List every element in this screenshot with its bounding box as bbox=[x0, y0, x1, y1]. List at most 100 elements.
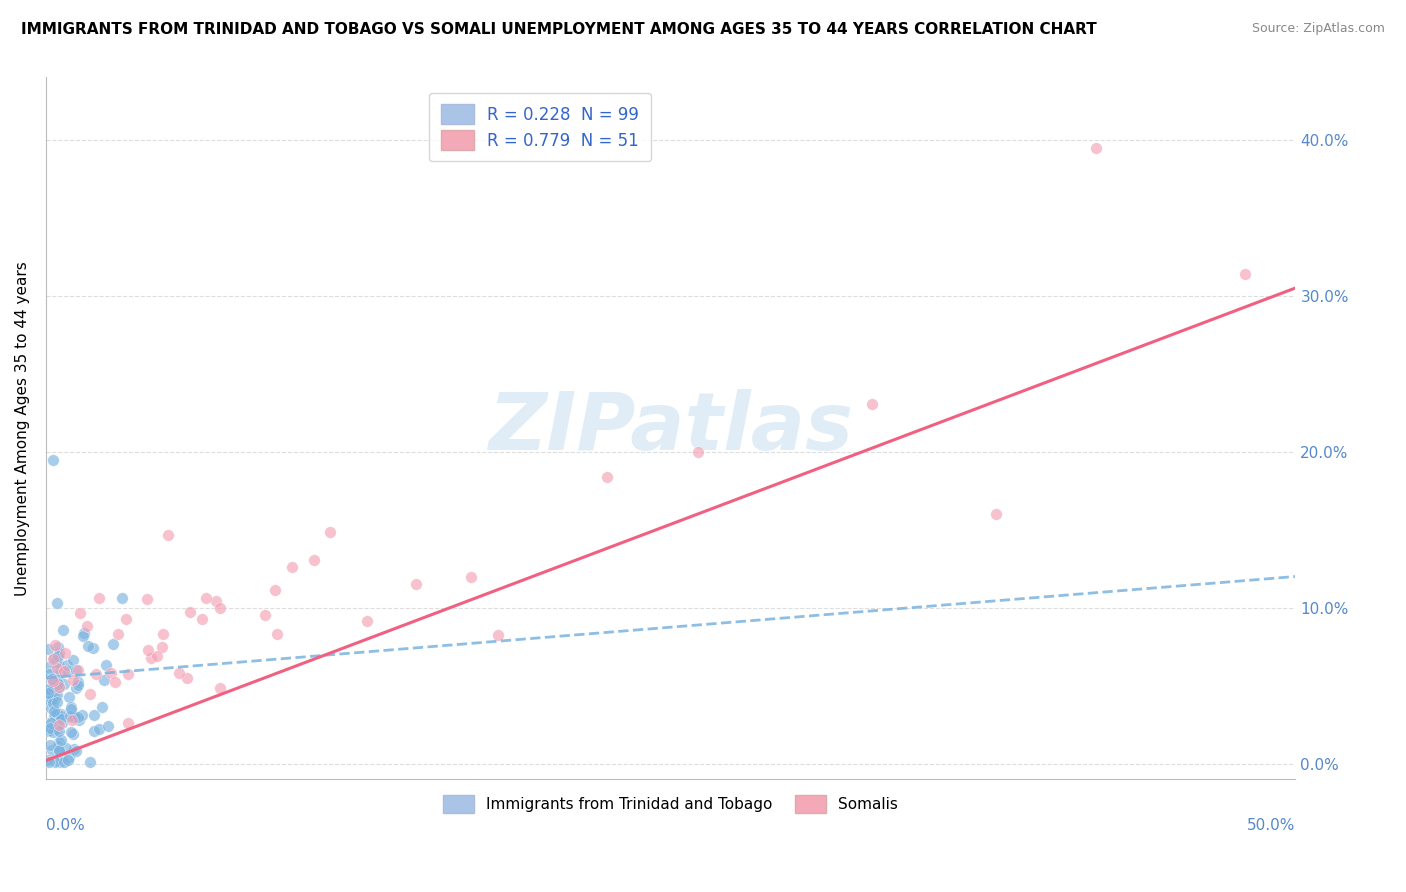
Point bbox=[44, 667, 66, 681]
Point bbox=[49, 732, 72, 747]
Point bbox=[157, 528, 180, 542]
Point bbox=[37, 641, 59, 656]
Point bbox=[45, 661, 67, 675]
Point bbox=[58, 753, 80, 767]
Point bbox=[46, 649, 69, 664]
Point bbox=[208, 681, 231, 696]
Point bbox=[44, 638, 66, 652]
Point bbox=[167, 665, 190, 680]
Point bbox=[176, 671, 198, 685]
Point bbox=[49, 667, 72, 681]
Point bbox=[46, 715, 69, 730]
Y-axis label: Unemployment Among Ages 35 to 44 years: Unemployment Among Ages 35 to 44 years bbox=[15, 261, 30, 596]
Point bbox=[596, 470, 619, 484]
Point bbox=[79, 687, 101, 701]
Point bbox=[115, 612, 138, 626]
Point bbox=[44, 755, 66, 769]
Point bbox=[984, 507, 1007, 521]
Text: 0.0%: 0.0% bbox=[46, 818, 84, 833]
Point bbox=[152, 627, 174, 641]
Point bbox=[39, 738, 62, 752]
Point bbox=[49, 712, 72, 726]
Point bbox=[90, 699, 112, 714]
Point bbox=[79, 755, 101, 769]
Point bbox=[62, 653, 84, 667]
Point bbox=[195, 591, 218, 606]
Point bbox=[65, 663, 87, 677]
Point bbox=[46, 640, 69, 654]
Point bbox=[60, 710, 83, 724]
Point bbox=[76, 639, 98, 653]
Point bbox=[42, 724, 65, 739]
Point bbox=[136, 642, 159, 657]
Point bbox=[39, 683, 62, 698]
Point bbox=[405, 577, 427, 591]
Point bbox=[72, 708, 94, 723]
Point bbox=[58, 690, 80, 705]
Legend: Immigrants from Trinidad and Tobago, Somalis: Immigrants from Trinidad and Tobago, Som… bbox=[436, 788, 905, 821]
Point bbox=[41, 674, 63, 689]
Point bbox=[62, 673, 84, 687]
Point bbox=[38, 755, 60, 769]
Point bbox=[486, 628, 509, 642]
Point bbox=[41, 716, 63, 731]
Point bbox=[204, 594, 226, 608]
Point bbox=[51, 749, 73, 764]
Point bbox=[42, 674, 65, 689]
Point bbox=[37, 689, 59, 703]
Point bbox=[135, 591, 157, 606]
Point bbox=[41, 743, 63, 757]
Point bbox=[117, 716, 139, 731]
Point bbox=[53, 646, 76, 660]
Point bbox=[65, 744, 87, 758]
Point bbox=[39, 700, 62, 714]
Point bbox=[46, 739, 69, 753]
Point bbox=[266, 626, 288, 640]
Point bbox=[82, 641, 104, 656]
Point bbox=[48, 646, 70, 660]
Point bbox=[49, 706, 72, 721]
Point bbox=[45, 695, 67, 709]
Point bbox=[48, 680, 70, 694]
Point bbox=[51, 715, 73, 730]
Point bbox=[69, 606, 91, 620]
Point bbox=[1234, 268, 1257, 282]
Point bbox=[45, 596, 67, 610]
Point bbox=[76, 619, 98, 633]
Point bbox=[48, 676, 70, 690]
Point bbox=[460, 570, 482, 584]
Text: ZIPatlas: ZIPatlas bbox=[488, 389, 853, 467]
Point bbox=[1084, 140, 1107, 154]
Point bbox=[45, 688, 67, 702]
Point bbox=[37, 660, 59, 674]
Point bbox=[48, 681, 70, 695]
Point bbox=[48, 723, 70, 738]
Point bbox=[55, 741, 77, 756]
Point bbox=[37, 681, 59, 696]
Point bbox=[60, 702, 83, 716]
Point bbox=[59, 724, 82, 739]
Point bbox=[73, 625, 96, 640]
Point bbox=[60, 699, 83, 714]
Point bbox=[66, 663, 89, 677]
Point bbox=[42, 680, 65, 694]
Point bbox=[146, 649, 169, 664]
Point bbox=[48, 744, 70, 758]
Point bbox=[93, 673, 115, 688]
Point bbox=[302, 553, 325, 567]
Point bbox=[688, 445, 710, 459]
Point bbox=[37, 693, 59, 707]
Text: 50.0%: 50.0% bbox=[1247, 818, 1295, 833]
Point bbox=[72, 629, 94, 643]
Point bbox=[100, 665, 122, 680]
Point bbox=[101, 637, 124, 651]
Point bbox=[49, 709, 72, 723]
Point bbox=[62, 741, 84, 756]
Point bbox=[62, 726, 84, 740]
Point bbox=[37, 753, 59, 767]
Point bbox=[179, 605, 201, 619]
Point bbox=[41, 692, 63, 706]
Point bbox=[37, 686, 59, 700]
Point bbox=[65, 681, 87, 695]
Point bbox=[111, 591, 134, 605]
